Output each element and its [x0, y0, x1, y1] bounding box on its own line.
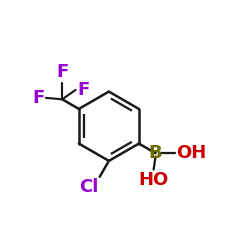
- Text: HO: HO: [138, 171, 169, 189]
- Text: F: F: [56, 64, 68, 82]
- Text: Cl: Cl: [80, 178, 99, 196]
- Text: B: B: [149, 144, 162, 162]
- Text: OH: OH: [176, 144, 206, 162]
- Text: F: F: [32, 89, 44, 107]
- Text: F: F: [77, 81, 90, 99]
